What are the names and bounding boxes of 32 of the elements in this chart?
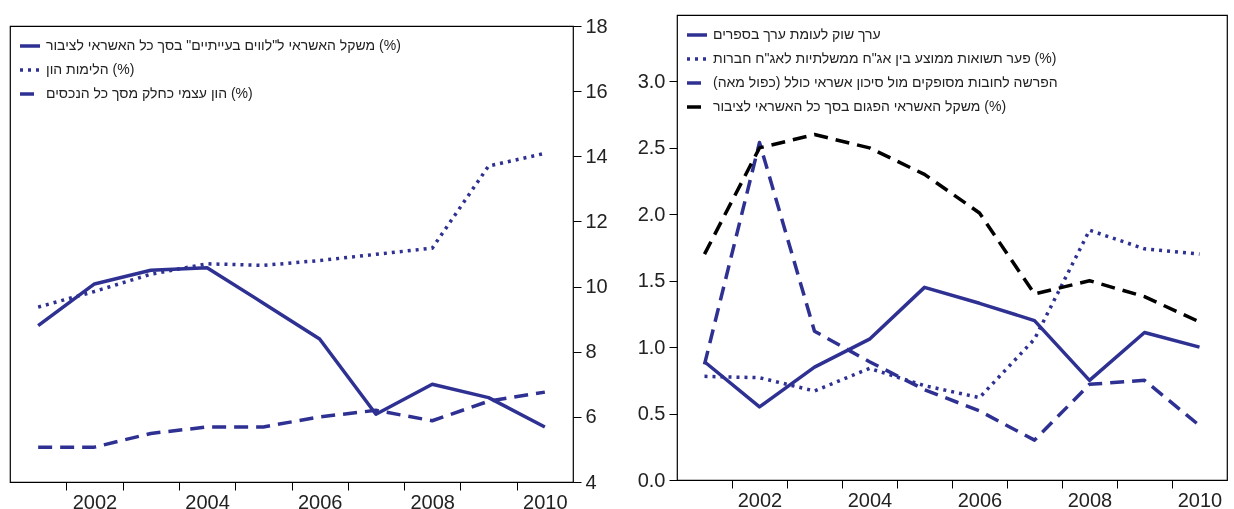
x-tick-label: 2006 xyxy=(957,488,1003,509)
y2-tick-label: 18 xyxy=(585,14,608,37)
y-tick-label: 1.0 xyxy=(637,335,666,358)
y2-tick-label: 16 xyxy=(585,79,608,102)
y2-tick-label: 10 xyxy=(585,275,608,298)
x-tick-label: 2002 xyxy=(72,490,118,509)
y-tick-label: 0.5 xyxy=(637,402,666,425)
legend-label: הון עצמי כחלק מסך כל הנכסים (%) xyxy=(46,85,253,101)
x-tick-label: 2008 xyxy=(410,490,455,509)
y2-tick-label: 8 xyxy=(585,340,597,363)
y-tick-label: 2.5 xyxy=(637,136,666,159)
y-tick-label: 0.0 xyxy=(637,468,666,491)
y-tick-label: 1.5 xyxy=(637,269,666,292)
legend-label: הפרשה לחובות מסופקים מול סיכון אשראי כולל (כפול מאה) xyxy=(713,74,1058,90)
legend-label: משקל האשראי ל"לווים בעייתיים" בסך כל האשראי לציבור (%) xyxy=(46,37,401,53)
y2-tick-label: 14 xyxy=(585,144,608,167)
y2-tick-label: 12 xyxy=(585,209,608,232)
y-tick-label: 3.0 xyxy=(637,69,666,92)
x-tick-label: 2008 xyxy=(1067,488,1113,509)
x-tick-label: 2006 xyxy=(297,490,343,509)
x-tick-label: 2004 xyxy=(185,490,230,509)
x-tick-label: 2002 xyxy=(737,488,783,509)
legend-label: ערך שוק לעומת ערך בספרים xyxy=(713,26,881,42)
y-tick-label: 2.0 xyxy=(637,202,666,225)
x-tick-label: 2010 xyxy=(1177,488,1223,509)
legend-label: פער תשואות ממוצע בין אג"ח ממשלתיות לאג"ח חברות (%) xyxy=(713,50,1057,66)
legend-label: משקל האשראי הפגום בסך כל האשראי לציבור (%) xyxy=(713,98,1007,114)
y2-tick-label: 6 xyxy=(585,405,597,428)
y2-tick-label: 4 xyxy=(585,470,597,493)
x-tick-label: 2004 xyxy=(847,488,893,509)
x-tick-label: 2010 xyxy=(523,490,568,509)
legend-label: הלימות הון (%) xyxy=(46,61,135,77)
